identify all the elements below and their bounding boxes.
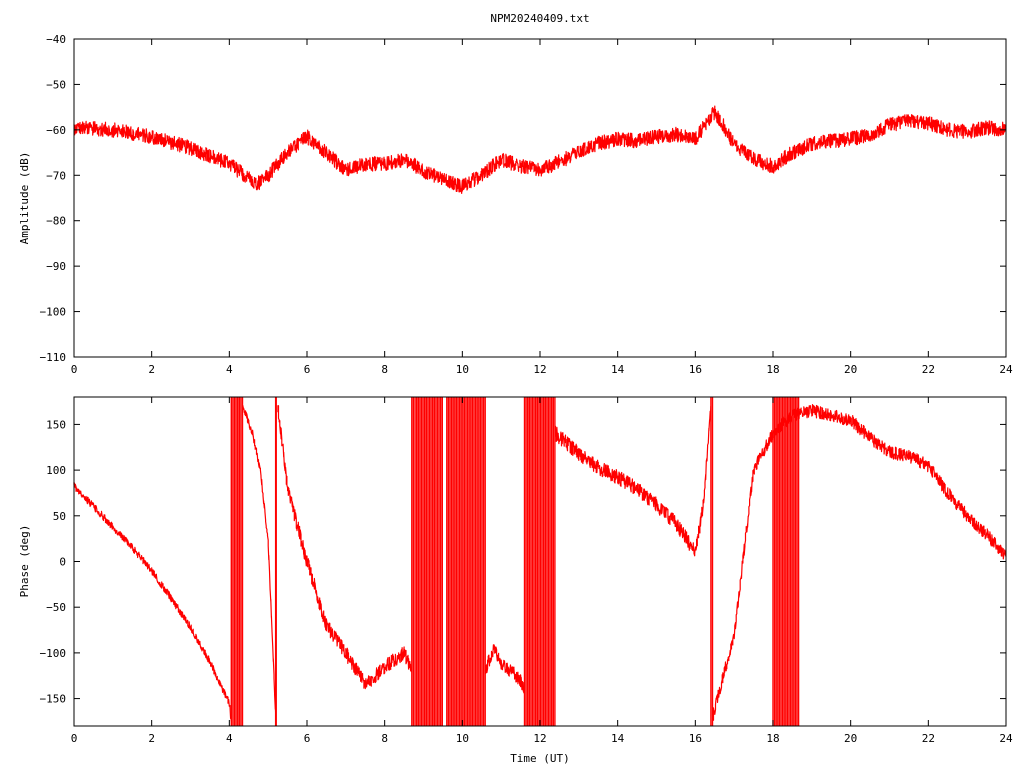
y-tick-label: −80 [46,215,66,228]
phase-wrap-band [772,397,800,726]
x-tick-label: 0 [71,363,78,376]
phase-wrap-band [523,397,556,726]
phase-wrap-band [710,397,714,726]
phase-wrap-lines [411,397,443,726]
chart-title: NPM20240409.txt [490,12,589,25]
x-tick-label: 4 [226,363,233,376]
x-tick-label: 8 [381,732,388,745]
y-tick-label: 0 [59,556,66,569]
y-tick-label: 50 [53,510,66,523]
x-tick-label: 2 [148,732,155,745]
series-line [73,105,1007,194]
series-line [712,404,1007,721]
x-tick-label: 2 [148,363,155,376]
x-tick-label: 16 [689,732,702,745]
phase-wrap-lines [446,397,486,726]
y-tick-label: 150 [46,418,66,431]
amplitude-series [73,105,1007,194]
series-line [277,405,412,690]
series-line [242,405,277,722]
phase-wrap-band [411,397,443,726]
phase-xlabel: Time (UT) [510,752,570,765]
x-tick-label: 20 [844,363,857,376]
phase-wrap-lines [710,397,714,726]
amplitude-plot-frame [73,38,1007,358]
y-tick-label: −150 [40,693,67,706]
y-tick-label: −100 [40,306,67,319]
amplitude-panel: 0 2 4 6 8 10 12 14 16 18 20 22 24−110−100−90−80−70−6… [18,33,1013,376]
x-tick-label: 10 [456,363,469,376]
series-line [73,481,232,722]
x-tick-label: 14 [611,363,625,376]
y-tick-label: 100 [46,464,66,477]
y-tick-label: −60 [46,124,66,137]
y-tick-label: −50 [46,78,66,91]
x-tick-label: 6 [304,732,311,745]
phase-axes: 0 2 4 6 8 10 12 14 16 18 20 22 24−150−100−5005010015… [40,397,1013,745]
y-tick-label: −70 [46,169,66,182]
phase-wrap-lines [230,397,244,726]
x-tick-label: 6 [304,363,311,376]
x-tick-label: 14 [611,732,625,745]
phase-wrap-band [446,397,486,726]
y-tick-label: −50 [46,601,66,614]
x-tick-label: 10 [456,732,469,745]
series-line [485,644,526,694]
x-tick-label: 8 [381,363,388,376]
phase-ylabel: Phase (deg) [18,525,31,598]
x-tick-label: 18 [766,732,779,745]
phase-wrap-lines [523,397,556,726]
x-tick-label: 24 [999,732,1013,745]
x-tick-label: 24 [999,363,1013,376]
amplitude-ylabel: Amplitude (dB) [18,152,31,245]
x-tick-label: 12 [533,732,546,745]
x-tick-label: 0 [71,732,78,745]
x-tick-label: 4 [226,732,233,745]
x-tick-label: 22 [922,732,935,745]
y-tick-label: −110 [40,351,67,364]
phase-wrap-lines [772,397,800,726]
x-tick-label: 16 [689,363,702,376]
phase-panel: 0 2 4 6 8 10 12 14 16 18 20 22 24−150−100−5005010015… [18,396,1013,765]
series-line [554,406,712,557]
phase-series [73,397,1007,726]
x-tick-label: 12 [533,363,546,376]
y-tick-label: −100 [40,647,67,660]
y-tick-label: −90 [46,260,66,273]
x-tick-label: 20 [844,732,857,745]
amplitude-axes: 0 2 4 6 8 10 12 14 16 18 20 22 24−110−100−90−80−70−6… [40,33,1013,376]
y-tick-label: −40 [46,33,66,46]
x-tick-label: 22 [922,363,935,376]
x-tick-label: 18 [766,363,779,376]
phase-wrap-band [230,397,244,726]
